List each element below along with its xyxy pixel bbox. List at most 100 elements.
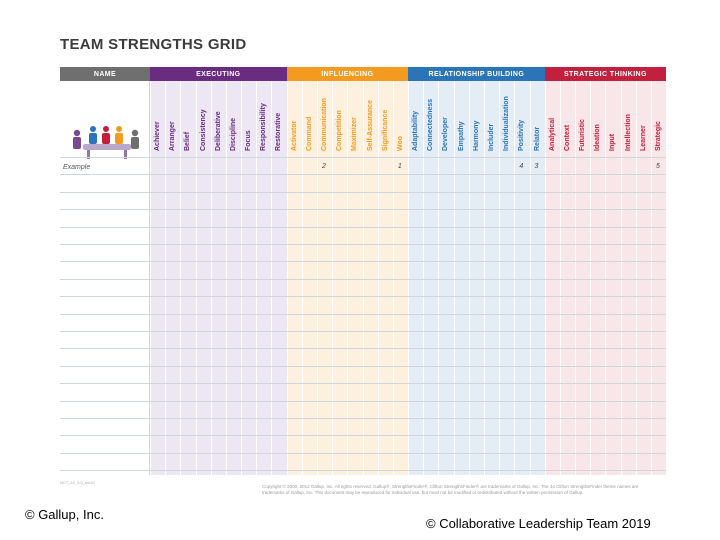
theme-futuristic: Futuristic xyxy=(579,119,587,151)
theme-command: Command xyxy=(305,116,313,151)
name-column-border xyxy=(149,81,150,475)
theme-intellection: Intellection xyxy=(624,114,632,151)
executing-column-band xyxy=(150,81,287,475)
row-line xyxy=(60,278,667,280)
row-line xyxy=(60,452,667,454)
example-rank-mark: 2 xyxy=(321,163,326,170)
theme-self-assurance: Self-Assurance xyxy=(366,100,374,151)
column-divider xyxy=(180,81,182,475)
team-strengths-grid: NAME EXECUTING INFLUENCING RELATIONSHIP … xyxy=(60,67,667,475)
row-line xyxy=(60,331,667,332)
row-line xyxy=(60,244,667,245)
row-line xyxy=(60,313,667,315)
example-row-label: Example xyxy=(63,164,91,171)
row-line xyxy=(60,348,667,350)
theme-woo: Woo xyxy=(396,135,404,151)
example-rank-mark: 3 xyxy=(534,163,539,170)
column-divider xyxy=(514,81,516,475)
header-influencing: INFLUENCING xyxy=(286,67,409,81)
column-divider xyxy=(408,81,410,475)
theme-ideation: Ideation xyxy=(594,124,602,151)
example-rank-mark: 5 xyxy=(655,163,660,170)
theme-positivity: Positivity xyxy=(518,119,526,151)
column-divider xyxy=(332,81,334,475)
column-divider xyxy=(210,81,212,475)
theme-deliberative: Deliberative xyxy=(214,111,222,151)
example-rank-mark: 1 xyxy=(397,163,402,170)
row-line xyxy=(60,365,667,367)
theme-arranger: Arranger xyxy=(169,121,177,151)
column-divider xyxy=(165,81,167,475)
theme-context: Context xyxy=(563,124,571,151)
row-line xyxy=(60,191,667,193)
row-line xyxy=(60,435,667,437)
header-name: NAME xyxy=(60,67,150,81)
grid-title: TEAM STRENGTHS GRID xyxy=(60,36,247,53)
theme-maximizer: Maximizer xyxy=(351,117,359,151)
theme-communication: Communication xyxy=(320,98,328,151)
team-credit: © Collaborative Leadership Team 2019 xyxy=(426,516,651,531)
column-divider xyxy=(575,81,577,475)
column-divider xyxy=(241,81,243,475)
column-divider xyxy=(286,81,288,475)
row-line xyxy=(60,400,667,402)
example-rank-mark: 4 xyxy=(519,163,524,170)
column-divider xyxy=(453,81,455,475)
column-divider xyxy=(301,81,303,475)
footer-copyright: Copyright © 2000, 2012 Gallup, Inc. All … xyxy=(262,484,639,495)
column-divider xyxy=(605,81,607,475)
column-divider xyxy=(499,81,501,475)
theme-adaptability: Adaptability xyxy=(412,110,420,151)
theme-includer: Includer xyxy=(487,123,495,151)
theme-strategic: Strategic xyxy=(654,121,662,151)
row-line xyxy=(60,296,667,298)
row-line xyxy=(60,174,667,176)
row-line xyxy=(60,261,667,263)
column-divider xyxy=(635,81,637,475)
column-divider xyxy=(590,81,592,475)
theme-activator: Activator xyxy=(290,120,298,151)
row-line xyxy=(60,470,667,472)
column-divider xyxy=(150,81,151,475)
theme-discipline: Discipline xyxy=(229,117,237,151)
column-divider xyxy=(316,81,318,475)
row-line xyxy=(60,418,667,419)
theme-belief: Belief xyxy=(184,131,192,151)
row-line xyxy=(60,226,667,228)
theme-competition: Competition xyxy=(336,110,344,151)
theme-connectedness: Connectedness xyxy=(427,98,435,151)
column-divider xyxy=(347,81,349,475)
theme-focus: Focus xyxy=(245,130,253,151)
gallup-credit: © Gallup, Inc. xyxy=(25,507,104,522)
row-line xyxy=(60,209,667,211)
theme-consistency: Consistency xyxy=(199,109,207,151)
team-meeting-illustration xyxy=(73,126,139,159)
theme-analytical: Analytical xyxy=(548,117,556,151)
theme-individualization: Individualization xyxy=(503,96,511,151)
column-divider xyxy=(377,81,379,475)
row-line xyxy=(60,383,667,385)
column-divider xyxy=(559,81,561,475)
theme-input: Input xyxy=(609,133,617,151)
footer-code: NCT_10_3.0_ex/10 xyxy=(60,480,95,485)
theme-developer: Developer xyxy=(442,117,450,151)
theme-achiever: Achiever xyxy=(154,121,161,151)
column-divider xyxy=(362,81,364,475)
header-relationship-building: RELATIONSHIP BUILDING xyxy=(408,67,545,81)
column-divider xyxy=(650,81,652,475)
row-line xyxy=(60,157,667,158)
theme-relator: Relator xyxy=(533,126,541,151)
column-divider xyxy=(423,81,425,475)
column-divider xyxy=(225,81,227,475)
column-divider xyxy=(529,81,531,475)
theme-learner: Learner xyxy=(639,125,647,151)
theme-empathy: Empathy xyxy=(457,121,465,151)
theme-restorative: Restorative xyxy=(275,112,283,151)
column-divider xyxy=(271,81,273,475)
header-strategic-thinking: STRATEGIC THINKING xyxy=(544,67,667,81)
column-divider xyxy=(392,81,394,475)
header-executing: EXECUTING xyxy=(150,67,287,81)
column-divider xyxy=(438,81,440,475)
theme-harmony: Harmony xyxy=(472,120,480,151)
relationship-column-band xyxy=(408,81,545,475)
